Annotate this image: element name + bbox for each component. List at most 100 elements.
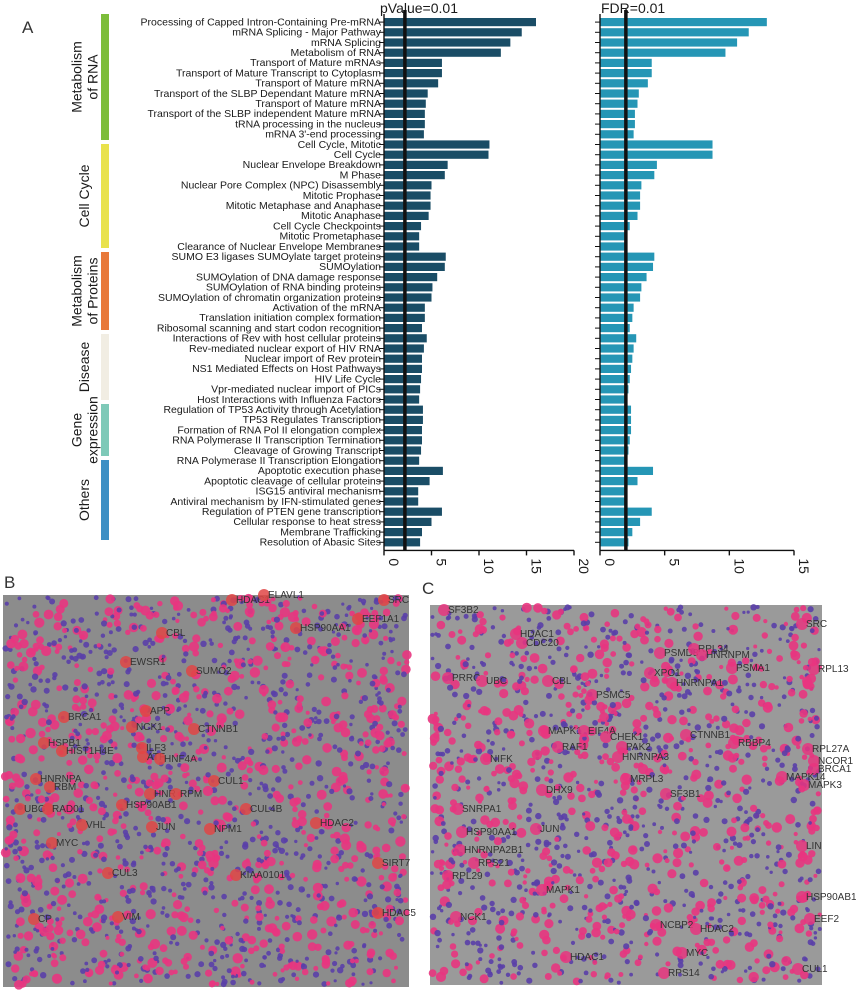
node bbox=[622, 830, 627, 835]
node bbox=[767, 903, 774, 910]
hub-node bbox=[454, 765, 463, 773]
node bbox=[447, 684, 454, 691]
node bbox=[534, 776, 541, 782]
node bbox=[336, 662, 340, 667]
hub-node bbox=[720, 693, 727, 700]
hub-node bbox=[514, 936, 519, 942]
gene-label: CUL1 bbox=[218, 776, 244, 787]
labeled-node bbox=[808, 763, 820, 775]
labeled-node bbox=[536, 784, 548, 796]
hub-node bbox=[203, 867, 211, 874]
node bbox=[466, 867, 472, 873]
hub-node bbox=[619, 789, 627, 796]
node bbox=[317, 854, 322, 859]
hub-node bbox=[249, 667, 261, 678]
node bbox=[316, 775, 324, 782]
node bbox=[690, 830, 696, 836]
node bbox=[249, 836, 256, 843]
hub-node bbox=[366, 968, 374, 976]
hub-node bbox=[330, 846, 339, 855]
hub-node bbox=[645, 701, 654, 711]
term-label: Mitotic Metaphase and Anaphase bbox=[226, 200, 381, 212]
labeled-node bbox=[136, 742, 148, 754]
node bbox=[370, 792, 374, 796]
hub-node bbox=[178, 873, 184, 879]
node bbox=[607, 839, 613, 846]
node bbox=[473, 757, 478, 762]
hub-node bbox=[239, 674, 245, 679]
node bbox=[61, 884, 66, 889]
node bbox=[201, 733, 206, 738]
hub-node bbox=[798, 689, 808, 699]
node bbox=[548, 655, 552, 660]
node bbox=[21, 698, 28, 706]
node bbox=[327, 642, 332, 648]
hub-node bbox=[613, 779, 618, 784]
gene-label: BRCA1 bbox=[818, 764, 852, 775]
hub-node bbox=[602, 657, 612, 668]
node bbox=[226, 823, 232, 829]
node bbox=[101, 668, 108, 675]
hub-node bbox=[14, 642, 22, 650]
node bbox=[32, 604, 37, 609]
group-label: Geneexpression bbox=[68, 396, 100, 464]
node bbox=[105, 964, 110, 969]
node bbox=[245, 866, 252, 873]
hub-node bbox=[194, 785, 201, 793]
node bbox=[761, 977, 766, 982]
node bbox=[256, 919, 263, 926]
hub-node bbox=[731, 817, 737, 824]
node bbox=[301, 608, 307, 614]
node bbox=[445, 901, 452, 909]
hub-node bbox=[518, 712, 524, 717]
node bbox=[195, 707, 199, 712]
labeled-node bbox=[116, 799, 128, 811]
hub-node bbox=[206, 726, 217, 737]
node bbox=[271, 787, 276, 792]
node bbox=[125, 669, 131, 675]
node bbox=[464, 939, 471, 946]
node bbox=[18, 906, 25, 913]
hub-node bbox=[341, 822, 351, 833]
hub-node bbox=[660, 749, 668, 757]
hub-node bbox=[0, 847, 11, 858]
hub-node bbox=[640, 682, 650, 692]
hub-node bbox=[432, 732, 440, 739]
hub-node bbox=[43, 609, 54, 620]
hub-node bbox=[618, 972, 624, 977]
hub-node bbox=[549, 902, 556, 909]
node bbox=[208, 638, 213, 642]
hub-node bbox=[363, 640, 368, 645]
node bbox=[700, 951, 704, 955]
node bbox=[381, 656, 385, 660]
node bbox=[391, 720, 398, 727]
hub-node bbox=[516, 827, 527, 838]
node bbox=[323, 718, 330, 724]
hub-node bbox=[663, 903, 674, 913]
node bbox=[278, 977, 284, 984]
node bbox=[160, 910, 165, 915]
hub-node bbox=[805, 930, 813, 937]
node bbox=[44, 703, 50, 709]
hub-node bbox=[383, 635, 389, 641]
node bbox=[20, 859, 25, 864]
node bbox=[656, 745, 661, 750]
node bbox=[565, 645, 570, 651]
node bbox=[221, 975, 226, 980]
hub-node bbox=[294, 704, 304, 713]
hub-node bbox=[16, 652, 23, 658]
hub-node bbox=[688, 705, 697, 714]
term-label: mRNA Splicing - Major Pathway bbox=[232, 27, 382, 39]
hub-node bbox=[451, 783, 459, 792]
hub-node bbox=[41, 645, 52, 657]
hub-node bbox=[345, 978, 354, 988]
node bbox=[259, 781, 264, 786]
node bbox=[678, 972, 682, 977]
hub-node bbox=[479, 706, 490, 716]
node bbox=[222, 620, 227, 625]
node bbox=[582, 736, 587, 741]
hub-node bbox=[575, 876, 584, 885]
labeled-node bbox=[38, 737, 50, 749]
node bbox=[241, 970, 247, 977]
hub-node bbox=[234, 709, 245, 719]
